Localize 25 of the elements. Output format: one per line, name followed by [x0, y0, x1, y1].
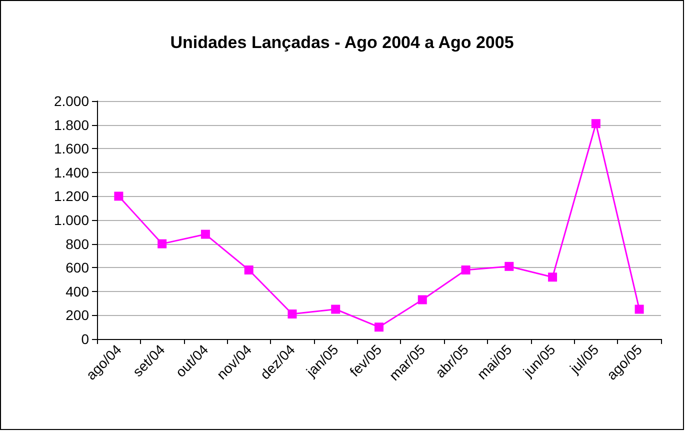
- point: [288, 310, 297, 319]
- point: [244, 265, 254, 274]
- point: [591, 119, 600, 128]
- chart-title: Unidades Lançadas - Ago 2004 a Ago 2005: [170, 33, 514, 52]
- y-tick-label: 1.000: [54, 212, 90, 228]
- point: [200, 230, 210, 239]
- y-tick-label: 2.000: [54, 93, 90, 109]
- point: [461, 265, 470, 274]
- point: [634, 304, 644, 314]
- y-tick-label: 0: [81, 331, 90, 347]
- point: [548, 272, 558, 282]
- y-tick-label: 1.800: [54, 116, 90, 133]
- point: [504, 262, 514, 271]
- y-tick-label: 200: [66, 307, 90, 324]
- y-tick-label: 800: [66, 236, 90, 252]
- y-tick-label: 600: [66, 260, 90, 276]
- point: [114, 192, 124, 201]
- y-tick-label: 1.400: [54, 164, 90, 180]
- point: [418, 295, 427, 304]
- point: [331, 304, 340, 314]
- point: [158, 239, 167, 248]
- point: [374, 322, 384, 332]
- y-tick-label: 1.600: [54, 140, 90, 157]
- y-tick-label: 400: [66, 283, 90, 300]
- y-tick-label: 1.200: [54, 188, 90, 204]
